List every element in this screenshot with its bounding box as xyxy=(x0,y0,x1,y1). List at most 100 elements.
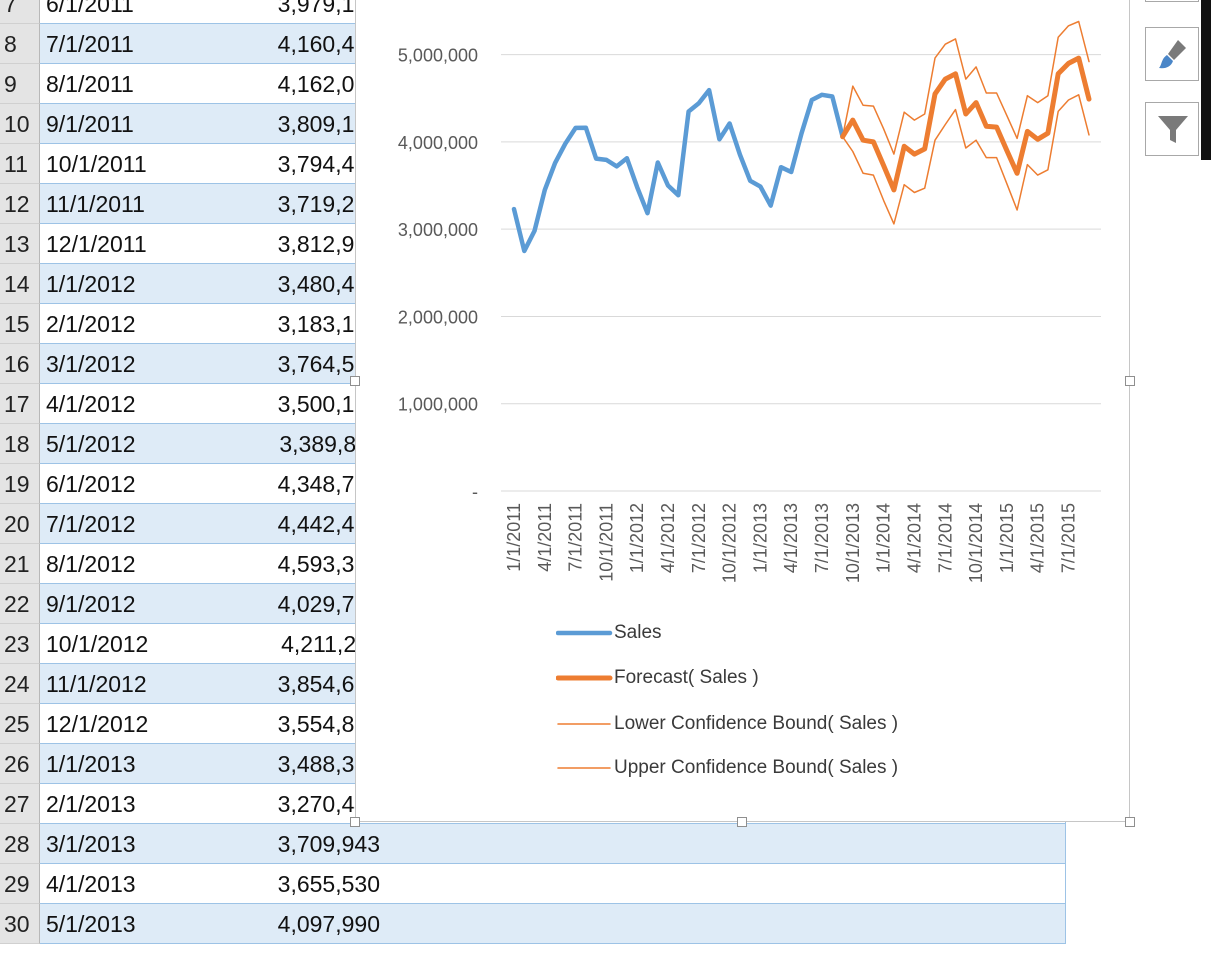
date-cell[interactable]: 8/1/2011 xyxy=(46,71,134,97)
sales-cell[interactable]: 4,348,789 xyxy=(277,471,380,497)
series-line-upper xyxy=(841,20,1090,155)
sales-cell[interactable]: 4,593,383 xyxy=(277,551,380,577)
row-header[interactable]: 23 xyxy=(0,624,40,664)
legend-label: Sales xyxy=(614,622,662,643)
date-cell[interactable]: 5/1/2012 xyxy=(46,431,136,457)
sales-cell[interactable]: 3,488,309 xyxy=(277,751,380,777)
sales-cell[interactable]: 4,029,783 xyxy=(277,591,380,617)
sales-cell[interactable]: 3,719,219 xyxy=(277,191,380,217)
x-tick-label: 1/1/2014 xyxy=(874,503,894,573)
date-cell[interactable]: 6/1/2011 xyxy=(46,0,134,17)
legend-swatch xyxy=(557,723,611,725)
date-cell[interactable]: 10/1/2012 xyxy=(46,631,149,657)
date-cell[interactable]: 1/1/2013 xyxy=(46,751,136,777)
date-cell[interactable]: 10/1/2011 xyxy=(46,151,147,177)
sales-cell[interactable]: 3,854,682 xyxy=(277,671,380,697)
forecast-chart[interactable]: - 1,000,000 2,000,000 3,000,000 4,000,000 5,0… xyxy=(355,0,1130,822)
row-header[interactable]: 13 xyxy=(0,224,40,264)
row-header[interactable]: 24 xyxy=(0,664,40,704)
table-row: 29 4/1/2013 3,655,530 xyxy=(0,864,1066,904)
row-header[interactable]: 8 xyxy=(0,24,40,64)
sales-cell[interactable]: 3,655,530 xyxy=(277,871,380,897)
x-tick-label: 7/1/2013 xyxy=(812,503,832,573)
row-header[interactable]: 14 xyxy=(0,264,40,304)
date-cell[interactable]: 9/1/2011 xyxy=(46,111,134,137)
sales-cell[interactable]: 3,709,943 xyxy=(277,831,380,857)
resize-handle-left-middle[interactable] xyxy=(350,376,360,386)
row-header[interactable]: 22 xyxy=(0,584,40,624)
date-cell[interactable]: 1/1/2012 xyxy=(46,271,136,297)
row-header[interactable]: 30 xyxy=(0,904,40,944)
date-cell[interactable]: 12/1/2012 xyxy=(46,711,149,737)
legend-item[interactable]: Forecast( Sales ) xyxy=(555,663,759,693)
date-cell[interactable]: 8/1/2012 xyxy=(46,551,136,577)
date-cell[interactable]: 4/1/2013 xyxy=(46,871,136,897)
legend-item[interactable]: Lower Confidence Bound( Sales ) xyxy=(556,709,898,739)
date-cell[interactable]: 3/1/2013 xyxy=(46,831,136,857)
chart-plot-area: - 1,000,000 2,000,000 3,000,000 4,000,000 5,0… xyxy=(398,20,1101,583)
row-header[interactable]: 29 xyxy=(0,864,40,904)
window-scrollbar[interactable] xyxy=(1201,0,1211,160)
date-cell[interactable]: 12/1/2011 xyxy=(46,231,147,257)
resize-handle-right-middle[interactable] xyxy=(1125,376,1135,386)
resize-handle-bottom-left[interactable] xyxy=(350,817,360,827)
date-cell[interactable]: 2/1/2012 xyxy=(46,311,136,337)
sales-cell[interactable]: 3,794,419 xyxy=(277,151,380,177)
sales-cell[interactable]: 3,812,981 xyxy=(277,231,380,257)
date-cell[interactable]: 5/1/2013 xyxy=(46,911,136,937)
sales-cell[interactable]: 3,480,451 xyxy=(277,271,380,297)
sales-cell[interactable]: 4,160,454 xyxy=(277,31,380,57)
date-cell[interactable]: 7/1/2012 xyxy=(46,511,136,537)
row-header[interactable]: 17 xyxy=(0,384,40,424)
row-header[interactable]: 11 xyxy=(0,144,40,184)
y-tick-label: 3,000,000 xyxy=(398,220,478,240)
date-cell[interactable]: 9/1/2012 xyxy=(46,591,136,617)
row-header[interactable]: 27 xyxy=(0,784,40,824)
row-header[interactable]: 25 xyxy=(0,704,40,744)
row-header[interactable]: 21 xyxy=(0,544,40,584)
series-line-lower xyxy=(841,94,1090,225)
date-cell[interactable]: 7/1/2011 xyxy=(46,31,134,57)
legend-item[interactable]: Sales xyxy=(555,618,662,648)
row-header[interactable]: 10 xyxy=(0,104,40,144)
row-cells: 4/1/2013 3,655,530 xyxy=(40,864,1066,904)
legend-item[interactable]: Upper Confidence Bound( Sales ) xyxy=(556,753,898,783)
row-header[interactable]: 9 xyxy=(0,64,40,104)
sales-cell[interactable]: 4,211,211 xyxy=(281,631,380,657)
date-cell[interactable]: 11/1/2012 xyxy=(46,671,147,697)
legend-swatch xyxy=(555,675,613,681)
row-header[interactable]: 26 xyxy=(0,744,40,784)
date-cell[interactable]: 2/1/2013 xyxy=(46,791,136,817)
y-tick-label: 5,000,000 xyxy=(398,46,478,66)
sales-cell[interactable]: 3,500,189 xyxy=(277,391,380,417)
sales-cell[interactable]: 4,442,455 xyxy=(277,511,380,537)
sales-cell[interactable]: 3,183,133 xyxy=(277,311,380,337)
row-header[interactable]: 12 xyxy=(0,184,40,224)
date-cell[interactable]: 3/1/2012 xyxy=(46,351,136,377)
chart-elements-button[interactable] xyxy=(1145,0,1199,2)
row-header[interactable]: 18 xyxy=(0,424,40,464)
chart-filters-button[interactable] xyxy=(1145,102,1199,156)
sales-cell[interactable]: 3,389,811 xyxy=(279,431,380,457)
row-header[interactable]: 28 xyxy=(0,824,40,864)
resize-handle-bottom-right[interactable] xyxy=(1125,817,1135,827)
sales-cell[interactable]: 3,979,178 xyxy=(277,0,380,17)
x-tick-label: 1/1/2013 xyxy=(750,503,770,573)
sales-cell[interactable]: 3,554,831 xyxy=(277,711,380,737)
row-header[interactable]: 19 xyxy=(0,464,40,504)
date-cell[interactable]: 4/1/2012 xyxy=(46,391,136,417)
row-header[interactable]: 16 xyxy=(0,344,40,384)
date-cell[interactable]: 6/1/2012 xyxy=(46,471,136,497)
sales-cell[interactable]: 3,809,132 xyxy=(277,111,380,137)
sales-cell[interactable]: 4,097,990 xyxy=(277,911,380,937)
x-tick-label: 7/1/2014 xyxy=(935,503,955,573)
row-header[interactable]: 7 xyxy=(0,0,40,24)
resize-handle-bottom-middle[interactable] xyxy=(737,817,747,827)
date-cell[interactable]: 11/1/2011 xyxy=(46,191,145,217)
sales-cell[interactable]: 4,162,013 xyxy=(277,71,380,97)
row-cells: 3/1/2013 3,709,943 xyxy=(40,824,1066,864)
chart-styles-button[interactable] xyxy=(1145,27,1199,81)
row-header[interactable]: 15 xyxy=(0,304,40,344)
row-header[interactable]: 20 xyxy=(0,504,40,544)
x-tick-label: 4/1/2013 xyxy=(781,503,801,573)
